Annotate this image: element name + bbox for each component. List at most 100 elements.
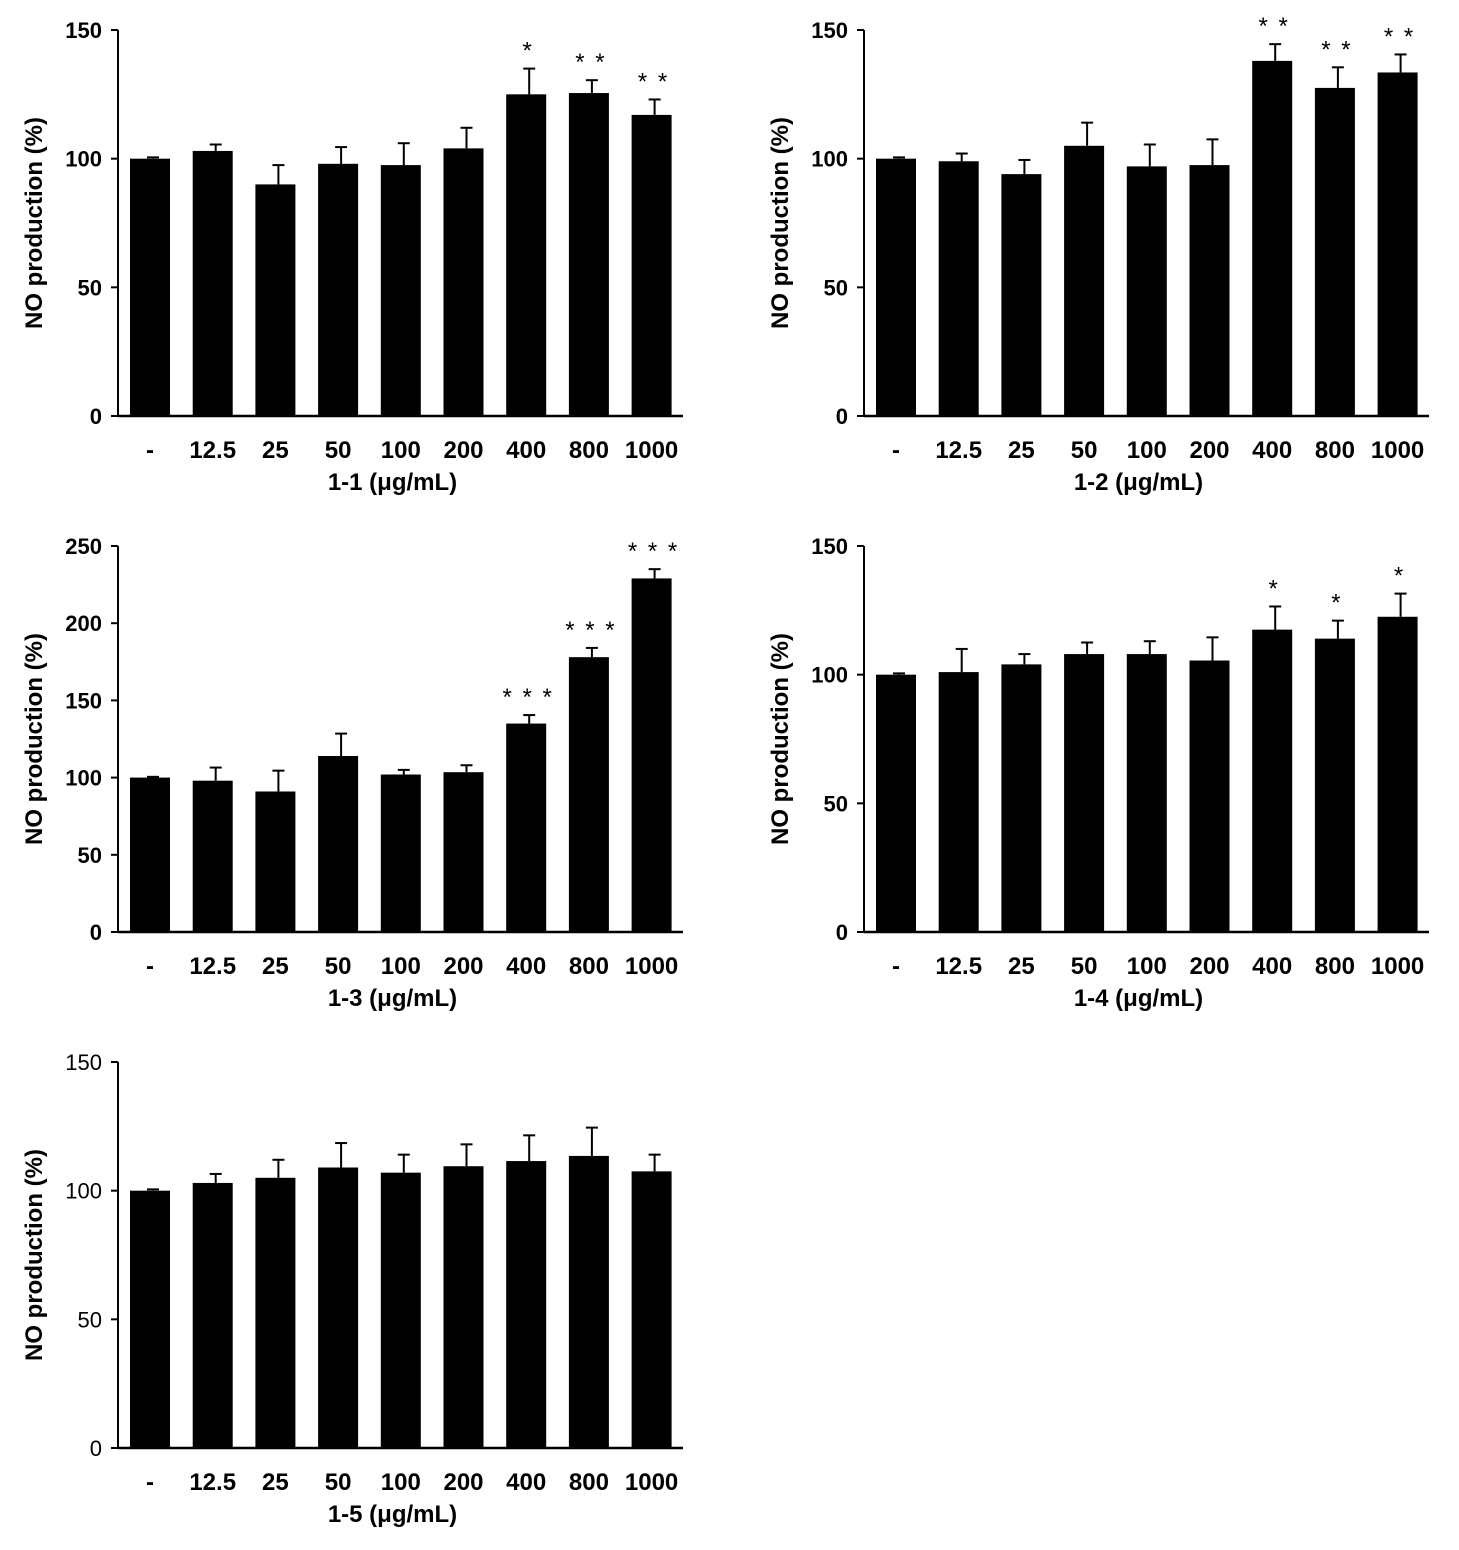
- significance-marker: * *: [1384, 23, 1415, 50]
- significance-marker: * *: [1321, 36, 1352, 63]
- x-tick-label: 800: [1315, 437, 1355, 464]
- chart-panel-1-2: 0 50 100 150 - 12.5 25 50 100 200 * * 400 * * 800 * * 1…: [746, 0, 1446, 516]
- bar: [1189, 660, 1230, 932]
- x-tick-label: 100: [381, 437, 421, 464]
- y-tick-label: 100: [811, 663, 848, 688]
- bar: [1001, 664, 1042, 932]
- y-tick-label: 50: [78, 1307, 102, 1332]
- x-tick-label: -: [892, 437, 900, 464]
- bar: [1377, 616, 1418, 932]
- bar: [631, 1171, 672, 1448]
- x-tick-label: 25: [1008, 437, 1035, 464]
- y-tick-label: 0: [90, 1436, 102, 1461]
- bar: [1252, 629, 1293, 932]
- bar: [192, 780, 233, 932]
- x-tick-label: 100: [1127, 437, 1167, 464]
- bar: [130, 1190, 170, 1448]
- y-axis-title: NO production (%): [767, 117, 794, 329]
- bar: [1064, 145, 1105, 417]
- bar: [506, 723, 547, 932]
- x-tick-label: 50: [325, 437, 352, 464]
- x-tick-label: 50: [325, 1469, 352, 1496]
- y-tick-label: 50: [78, 275, 102, 300]
- x-axis-title: 1-2 (μg/mL): [1074, 469, 1203, 496]
- chart-panel-1-5: 0 50 100 150 - 12.5 25 50 100 200 400 800 1000 1-5 (μ…: [0, 1032, 700, 1548]
- bar: [255, 1177, 296, 1448]
- y-axis-title: NO production (%): [21, 633, 48, 845]
- bar: [443, 148, 484, 416]
- x-tick-label: 12.5: [189, 953, 236, 980]
- significance-marker: * * *: [503, 684, 554, 711]
- y-tick-label: 0: [90, 920, 102, 945]
- bar: [876, 674, 916, 932]
- x-axis-title: 1-1 (μg/mL): [328, 469, 457, 496]
- y-axis-title: NO production (%): [767, 633, 794, 845]
- x-tick-label: 12.5: [189, 1469, 236, 1496]
- bar: [506, 1161, 547, 1448]
- x-tick-label: 12.5: [935, 953, 982, 980]
- bar: [255, 184, 296, 416]
- bar: [631, 114, 672, 417]
- x-tick-label: 400: [1252, 437, 1292, 464]
- y-tick-label: 200: [65, 611, 102, 636]
- chart-panel-1-4: 0 50 100 150 - 12.5 25 50 100 200 * 400 * 800 * 1000 1-4…: [746, 516, 1446, 1032]
- x-tick-label: 100: [381, 953, 421, 980]
- x-tick-label: 25: [262, 953, 289, 980]
- bar: [443, 772, 484, 932]
- x-tick-label: 25: [1008, 953, 1035, 980]
- y-tick-label: 50: [824, 275, 848, 300]
- y-tick-label: 50: [824, 791, 848, 816]
- bar: [192, 1182, 233, 1448]
- bar: [380, 774, 421, 932]
- x-axis-title: 1-5 (μg/mL): [328, 1501, 457, 1528]
- significance-marker: *: [1269, 575, 1280, 602]
- bar: [380, 165, 421, 416]
- bar: [568, 657, 609, 932]
- bar: [568, 1155, 609, 1448]
- x-tick-label: 200: [443, 437, 483, 464]
- x-tick-label: 1000: [1371, 437, 1424, 464]
- y-tick-label: 50: [78, 843, 102, 868]
- x-tick-label: 12.5: [189, 437, 236, 464]
- bar: [568, 93, 609, 417]
- y-tick-label: 150: [65, 1050, 102, 1075]
- y-tick-label: 0: [836, 404, 848, 429]
- x-tick-label: 800: [1315, 953, 1355, 980]
- x-tick-label: 1000: [625, 437, 678, 464]
- chart-svg: 0 50 100 150 - 12.5 25 50 100 200 * 400 * 800 * 1000 1-4…: [767, 534, 1429, 1012]
- bar: [130, 158, 170, 416]
- x-tick-label: -: [146, 1469, 154, 1496]
- significance-marker: * *: [638, 68, 669, 95]
- bar: [380, 1172, 421, 1448]
- chart-svg: 0 50 100 150 - 12.5 25 50 100 200 400 800 1000 1-5 (μ…: [21, 1050, 683, 1528]
- x-tick-label: 1000: [625, 1469, 678, 1496]
- x-tick-label: 800: [569, 953, 609, 980]
- significance-marker: * * *: [565, 617, 616, 644]
- bar: [938, 672, 979, 932]
- bar: [1377, 72, 1418, 417]
- bar: [631, 578, 672, 932]
- y-axis-title: NO production (%): [21, 117, 48, 329]
- x-tick-label: 1000: [625, 953, 678, 980]
- bar: [1314, 638, 1355, 932]
- y-tick-label: 150: [811, 534, 848, 559]
- x-tick-label: 200: [1189, 953, 1229, 980]
- bar: [1064, 654, 1105, 932]
- bar: [1252, 60, 1293, 416]
- y-tick-label: 0: [90, 404, 102, 429]
- x-tick-label: 800: [569, 1469, 609, 1496]
- significance-marker: *: [523, 38, 534, 65]
- significance-marker: *: [1331, 590, 1342, 617]
- bar: [1126, 654, 1167, 932]
- chart-svg: 0 50 100 150 200 250 - 12.5 25 50 100 200 * * * 400 * …: [21, 534, 683, 1012]
- bar: [1001, 174, 1042, 416]
- y-tick-label: 100: [811, 147, 848, 172]
- bar: [506, 94, 547, 416]
- x-tick-label: 12.5: [935, 437, 982, 464]
- x-tick-label: 200: [443, 1469, 483, 1496]
- chart-svg: 0 50 100 150 - 12.5 25 50 100 200 * 400 * * 800 * * 100…: [21, 18, 683, 496]
- x-axis-title: 1-3 (μg/mL): [328, 985, 457, 1012]
- y-tick-label: 150: [811, 18, 848, 43]
- y-tick-label: 100: [65, 766, 102, 791]
- x-tick-label: 50: [1071, 437, 1098, 464]
